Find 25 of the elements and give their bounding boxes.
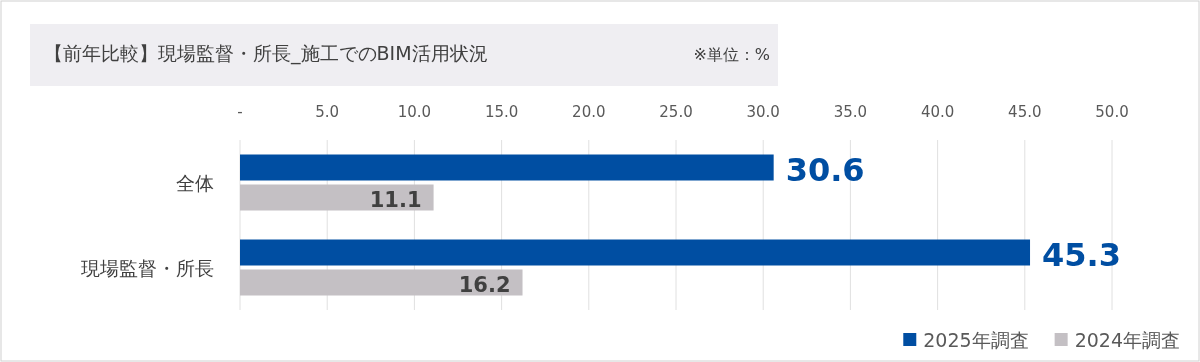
y-tick-label: 全体 [176,171,214,194]
x-tick-label: 15.0 [484,103,519,121]
legend-label: 2024年調査 [1074,329,1180,351]
x-tick-label: - [237,103,243,121]
x-tick-label: 50.0 [1095,103,1129,121]
bar [240,269,523,296]
y-tick-label: 現場監督・所長 [81,256,214,279]
x-tick-label: 25.0 [659,103,693,121]
chart-subtitle: ※単位：% [693,45,770,64]
data-label: 11.1 [369,187,422,212]
x-tick-label: 5.0 [315,103,340,121]
bar [240,239,1031,266]
x-tick-label: 35.0 [833,103,868,121]
x-tick-label: 20.0 [572,103,606,121]
x-tick-label: 30.0 [746,103,780,121]
x-tick-label: 10.0 [397,103,432,121]
x-tick-label: 45.0 [1008,103,1042,121]
data-label: 16.2 [458,272,511,297]
x-tick-label: 40.0 [920,103,955,121]
bar [240,184,434,211]
data-label: 45.3 [1042,235,1121,274]
legend-label: 2025年調査 [923,329,1029,351]
data-label: 30.6 [785,150,865,189]
chart-title: 【前年比較】現場監督・所長_施工でのBIM活用状況 [44,42,488,65]
bar [240,154,774,181]
